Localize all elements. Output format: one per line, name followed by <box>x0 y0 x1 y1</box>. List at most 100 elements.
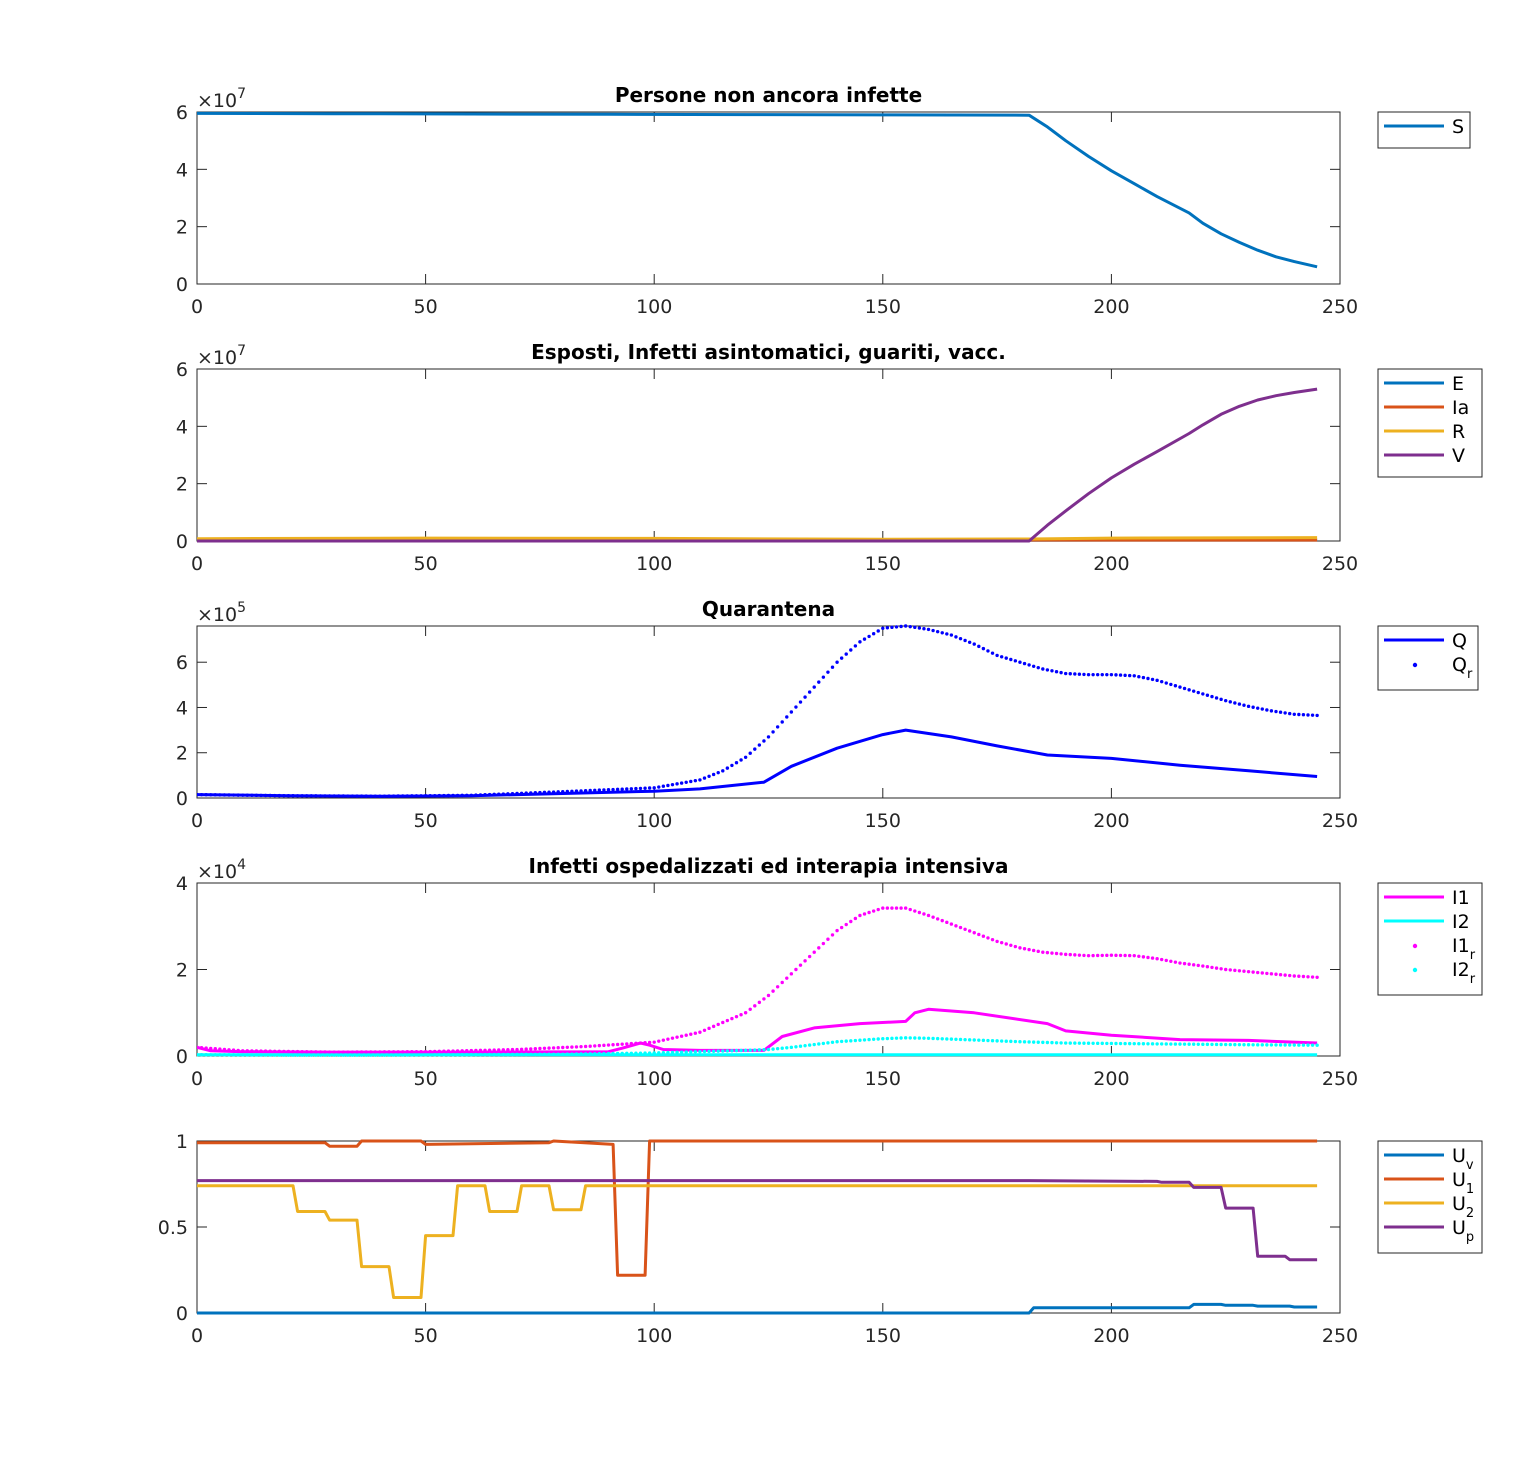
series-i2-r-point <box>917 1036 922 1040</box>
series-i1-r-point <box>487 1048 492 1052</box>
series-q-r-point <box>1031 664 1036 668</box>
series-q-r-point <box>657 785 661 789</box>
plot-title: Esposti, Infetti asintomatici, guariti, … <box>531 340 1006 364</box>
series-i1-r-point <box>1196 963 1200 968</box>
series-q-r-point <box>268 793 272 798</box>
series-i1-r-point <box>323 1050 327 1054</box>
series-i2-r-point <box>314 1053 318 1057</box>
x-tick-label: 250 <box>1322 553 1358 575</box>
series-q-r-point <box>570 789 574 793</box>
series-i1-r-point <box>844 922 848 927</box>
series-i1-r-point <box>1169 959 1173 963</box>
series-q-r-point <box>341 794 346 798</box>
series-q-r-point <box>561 789 565 794</box>
series-i2-r-point <box>593 1052 597 1056</box>
series-i1-r-point <box>524 1047 528 1051</box>
series-i2-r-point <box>268 1053 272 1057</box>
series-q-r-point <box>1018 660 1022 664</box>
series-q-r-point <box>1022 661 1027 666</box>
series-i2-r-point <box>1155 1042 1159 1046</box>
series-i1-r-point <box>533 1047 538 1051</box>
series-q-r-point <box>615 787 620 792</box>
series-i2-r-point <box>1105 1041 1109 1046</box>
series-i1-r-point <box>542 1046 547 1051</box>
series-i2-r-point <box>1315 1043 1319 1047</box>
series-i2-r-point <box>1127 1041 1132 1046</box>
series-i1-r-point <box>401 1050 405 1054</box>
series-i2-r-point <box>391 1053 396 1057</box>
series-i1-r-point <box>963 927 967 931</box>
series-i1-r-point <box>826 937 830 941</box>
series-i1-r-point <box>423 1049 428 1054</box>
x-tick-label: 100 <box>636 1068 672 1090</box>
series-q-r-point <box>1196 690 1200 695</box>
series-i2-r-point <box>679 1050 684 1054</box>
series-i2-r-point <box>506 1052 510 1057</box>
y-tick-label: 0 <box>176 1046 188 1068</box>
series-i1-r-point <box>675 1035 679 1039</box>
series-q-r-point <box>529 791 533 795</box>
series-q-r-point <box>1288 711 1292 716</box>
series-i2-r-point <box>359 1053 364 1057</box>
series-i2-r-point <box>428 1053 432 1057</box>
series-i1-r-point <box>222 1047 227 1052</box>
plot-area <box>197 1139 1318 1315</box>
series-i1-r-point <box>209 1046 213 1051</box>
series-i1-r-point <box>1077 953 1082 957</box>
series-i1-r-point <box>442 1049 446 1053</box>
series-i2-r-point <box>798 1044 803 1048</box>
series-i2-r-point <box>1301 1043 1306 1047</box>
series-i1-r-point <box>300 1049 304 1054</box>
series-i1-r-point <box>1141 955 1146 959</box>
series-q-r-point <box>981 646 986 651</box>
series-q-r-point <box>1146 676 1150 681</box>
x-tick-label: 200 <box>1093 296 1129 318</box>
series-i2-r-point <box>286 1053 291 1057</box>
series-i1-r-point <box>1315 975 1319 979</box>
series-i1-r-point <box>1045 950 1050 955</box>
series-q-r-point <box>1041 667 1045 671</box>
series-q-r-point <box>1214 696 1219 700</box>
series-q-r-point <box>766 735 771 739</box>
series-i1-r-point <box>730 1016 734 1021</box>
series-q-r-point <box>245 793 249 797</box>
series-i1-r-point <box>693 1031 698 1035</box>
series-q-r-point <box>1315 713 1319 718</box>
series-i1-r-point <box>698 1030 702 1034</box>
series-i1-r-point <box>606 1043 611 1047</box>
legend-item-u-2: U2 <box>1384 1193 1474 1221</box>
series-i1-r-point <box>437 1049 442 1054</box>
series-q-r-point <box>1283 711 1287 715</box>
series-i1-r-point <box>337 1050 341 1054</box>
series-i1-r-point <box>1105 953 1109 958</box>
series-i2-r-point <box>885 1036 890 1041</box>
series-i2-r-point <box>1045 1040 1050 1045</box>
series-i1-r-point <box>277 1049 281 1054</box>
series-i1-r-point <box>903 906 908 910</box>
legend-swatch <box>1412 943 1418 949</box>
series-q-r-point <box>963 638 967 643</box>
series-i2-r-point <box>1228 1042 1232 1047</box>
series-q-r-point <box>323 794 327 798</box>
series-i1-r-point <box>1073 953 1077 957</box>
series-i1-r-point <box>1004 942 1008 946</box>
series-q-r-point <box>670 782 675 787</box>
legend-label: Qr <box>1452 654 1473 682</box>
series-i2-r-point <box>364 1053 368 1057</box>
legend-item-i2: I2 <box>1384 911 1470 933</box>
x-tick-label: 50 <box>414 1325 438 1347</box>
series-i2-r-point <box>1210 1042 1214 1047</box>
series-q-r-point <box>250 793 254 797</box>
series-i2-r-point <box>492 1052 496 1057</box>
series-q-r-point <box>483 793 487 797</box>
series-i1-r-point <box>853 916 858 921</box>
series-i1-r-point <box>945 920 949 925</box>
series-i1-r-point <box>707 1026 711 1031</box>
series-i2-r-point <box>707 1049 711 1054</box>
series-q-r-point <box>442 793 446 798</box>
series-i1-r-point <box>839 925 844 930</box>
series-i1-r-point <box>949 922 954 926</box>
legend-label: Q <box>1452 630 1467 652</box>
series-i1-r-point <box>1292 974 1296 978</box>
